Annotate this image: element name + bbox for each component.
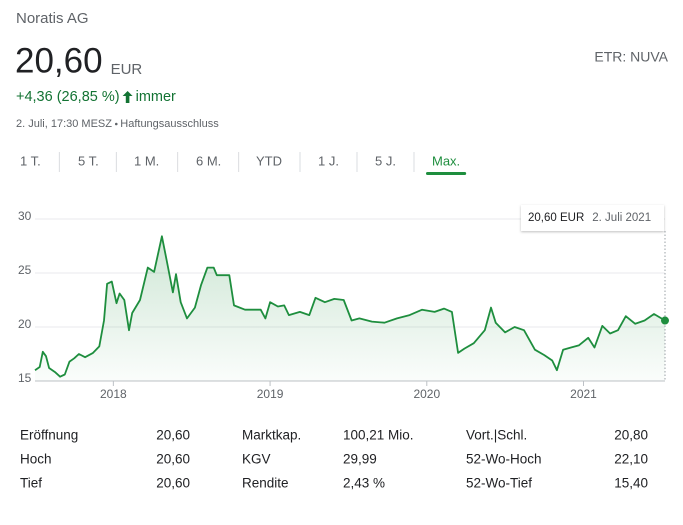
tooltip-value: 20,60 EUR	[528, 212, 584, 224]
stat-value: 20,60	[156, 452, 190, 467]
range-tab[interactable]: 1 M.	[134, 153, 159, 168]
stat-label: Eröffnung	[20, 428, 78, 443]
x-tick-label: 2021	[570, 387, 597, 401]
exchange-symbol: ETR: NUVA	[594, 49, 668, 65]
range-tab[interactable]: 5 T.	[78, 153, 99, 168]
stat-value: 20,80	[614, 428, 648, 443]
stat-label: Marktkap.	[242, 428, 301, 443]
area-fill	[35, 236, 665, 381]
y-tick-label: 15	[18, 371, 32, 385]
stat-value: 100,21 Mio.	[343, 428, 414, 443]
company-name: Noratis AG	[16, 10, 89, 27]
stat-label: 52-Wo-Tief	[466, 476, 532, 491]
range-tabs: 1 T. 5 T. 1 M. 6 M. YTD 1 J. 5 J. Max.	[20, 152, 467, 175]
stat-value: 20,60	[156, 428, 190, 443]
active-tab-underline	[426, 172, 467, 175]
tooltip-box	[521, 205, 664, 231]
last-point	[661, 316, 669, 325]
separator-dot	[114, 122, 118, 126]
timestamp: 2. Juli, 17:30 MESZ	[16, 118, 112, 130]
stat-value: 20,60	[156, 476, 190, 491]
range-tab[interactable]: 1 J.	[318, 153, 339, 168]
stat-value: 22,10	[614, 452, 648, 467]
stat-label: KGV	[242, 452, 271, 467]
range-tab[interactable]: 1 T.	[20, 153, 41, 168]
price-chart: 15 20 25 30 2018 2019 2020 2021 20,60 EUR 2. Juli…	[18, 205, 669, 401]
change-period: immer	[136, 89, 176, 105]
price-line	[34, 235, 666, 378]
price: 20,60	[15, 41, 103, 80]
stat-value: 2,43 %	[343, 476, 385, 491]
stat-label: 52-Wo-Hoch	[466, 452, 542, 467]
stat-value: 29,99	[343, 452, 377, 467]
y-tick-label: 25	[18, 263, 32, 277]
y-tick-label: 20	[18, 317, 32, 331]
x-tick-label: 2020	[413, 387, 440, 401]
range-tab[interactable]: Max.	[432, 153, 460, 168]
range-tab[interactable]: 5 J.	[375, 153, 396, 168]
y-tick-label: 30	[18, 209, 32, 223]
stats-table: Eröffnung 20,60 Hoch 20,60 Tief 20,60 Marktkap…	[20, 428, 648, 491]
range-tab[interactable]: YTD	[256, 153, 282, 168]
x-tick-label: 2019	[257, 387, 284, 401]
x-tick-label: 2018	[100, 387, 127, 401]
up-arrow-icon	[122, 91, 133, 103]
stat-label: Rendite	[242, 476, 289, 491]
range-tab[interactable]: 6 M.	[196, 153, 221, 168]
stat-value: 15,40	[614, 476, 648, 491]
stat-label: Vort.|Schl.	[466, 428, 527, 443]
currency: EUR	[111, 61, 143, 78]
disclaimer-link[interactable]: Haftungsausschluss	[120, 118, 219, 130]
stat-label: Tief	[20, 476, 42, 491]
tooltip-date: 2. Juli 2021	[592, 212, 651, 224]
stat-label: Hoch	[20, 452, 52, 467]
price-change: +4,36 (26,85 %)	[16, 89, 120, 105]
